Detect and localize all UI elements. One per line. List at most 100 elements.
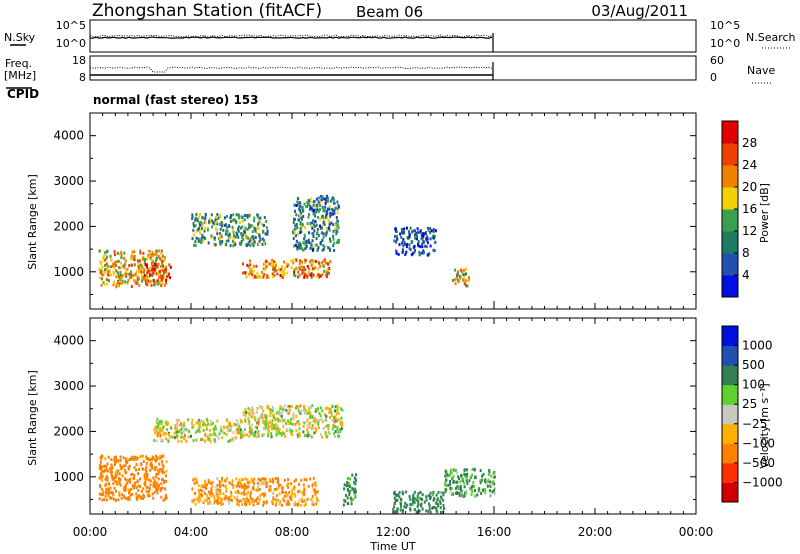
echo-cell	[203, 229, 206, 233]
echo-cell	[238, 431, 241, 435]
echo-cell	[308, 203, 311, 207]
echo-cell	[344, 499, 347, 503]
echo-cell	[305, 246, 308, 250]
echo-cell	[133, 279, 136, 283]
colorbar-tick-label: 20	[742, 180, 757, 194]
echo-cell	[106, 270, 109, 274]
echo-cell	[235, 436, 238, 440]
echo-cell	[308, 241, 311, 244]
echo-cell	[226, 429, 229, 433]
echo-cell	[126, 281, 129, 285]
echo-cell	[474, 476, 476, 480]
echo-cell	[293, 270, 296, 274]
echo-cell	[117, 260, 120, 263]
echo-cell	[409, 503, 412, 506]
echo-cell	[294, 224, 297, 228]
echo-cell	[139, 263, 142, 267]
echo-cell	[157, 429, 160, 433]
echo-cell	[299, 214, 302, 218]
echo-cell	[310, 263, 313, 267]
echo-cell	[338, 435, 341, 438]
echo-cell	[295, 429, 298, 433]
echo-cell	[354, 494, 357, 498]
echo-cell	[128, 464, 131, 468]
echo-cell	[349, 496, 352, 500]
echo-cell	[242, 485, 245, 489]
echo-cell	[247, 265, 250, 269]
echo-cell	[347, 489, 350, 493]
echo-cell	[129, 270, 132, 274]
echo-cell	[446, 479, 449, 482]
echo-cell	[217, 488, 220, 492]
echo-cell	[238, 221, 241, 225]
echo-cell	[160, 265, 163, 268]
echo-cell	[141, 274, 143, 278]
echo-cell	[228, 232, 231, 236]
echo-cell	[304, 268, 307, 272]
echo-cell	[394, 510, 397, 513]
echo-cell	[428, 504, 431, 508]
echo-cell	[284, 434, 287, 438]
echo-cell	[188, 430, 191, 434]
echo-cell	[345, 484, 348, 488]
echo-cell	[271, 491, 274, 495]
echo-cell	[153, 466, 156, 469]
echo-cell	[187, 435, 190, 439]
echo-cell	[254, 236, 257, 240]
echo-cell	[136, 480, 139, 483]
echo-cell	[146, 271, 149, 275]
echo-cell	[428, 502, 431, 506]
echo-cell	[292, 231, 295, 235]
echo-cell	[298, 482, 301, 486]
echo-cell	[470, 493, 473, 497]
echo-cell	[239, 434, 242, 438]
echo-cell	[263, 482, 266, 485]
echo-cell	[303, 434, 306, 438]
echo-cell	[124, 463, 127, 467]
echo-cell	[161, 439, 164, 443]
echo-cell	[174, 426, 177, 430]
echo-cell	[303, 487, 306, 491]
echo-cell	[325, 199, 328, 203]
echo-cell	[311, 221, 313, 225]
echo-cell	[104, 269, 107, 273]
x-tick-label: 04:00	[174, 525, 209, 539]
echo-cell	[440, 491, 443, 494]
echo-cell	[314, 491, 317, 494]
echo-cell	[158, 281, 161, 285]
echo-cell	[303, 237, 306, 241]
echo-cell	[241, 236, 244, 239]
echo-cell	[247, 417, 250, 421]
echo-cell	[295, 213, 298, 217]
echo-cell	[262, 275, 265, 279]
echo-cell	[426, 237, 429, 241]
velocity-ylabel: Slant Range [km]	[26, 370, 39, 466]
echo-cell	[300, 497, 303, 501]
echo-cell	[139, 484, 142, 488]
echo-cell	[413, 508, 416, 512]
echo-cell	[123, 263, 126, 267]
echo-cell	[117, 282, 120, 286]
echo-cell	[334, 430, 337, 433]
echo-cell	[458, 494, 461, 498]
echo-cell	[315, 502, 318, 506]
echo-cell	[267, 434, 270, 438]
echo-cell	[283, 432, 285, 436]
echo-cell	[337, 226, 340, 230]
echo-cell	[167, 433, 170, 437]
echo-cell	[419, 497, 422, 501]
echo-cell	[286, 264, 289, 268]
echo-cell	[199, 212, 201, 216]
echo-cell	[455, 276, 458, 280]
echo-cell	[252, 485, 255, 489]
echo-cell	[166, 428, 169, 432]
echo-cell	[137, 484, 140, 488]
echo-cell	[156, 425, 159, 429]
y-tick-label: 3000	[53, 174, 84, 188]
echo-cell	[459, 485, 462, 489]
echo-cell	[280, 433, 283, 437]
echo-cell	[222, 483, 225, 487]
echo-cell	[327, 427, 330, 431]
echo-cell	[99, 464, 102, 468]
echo-cell	[231, 239, 234, 243]
